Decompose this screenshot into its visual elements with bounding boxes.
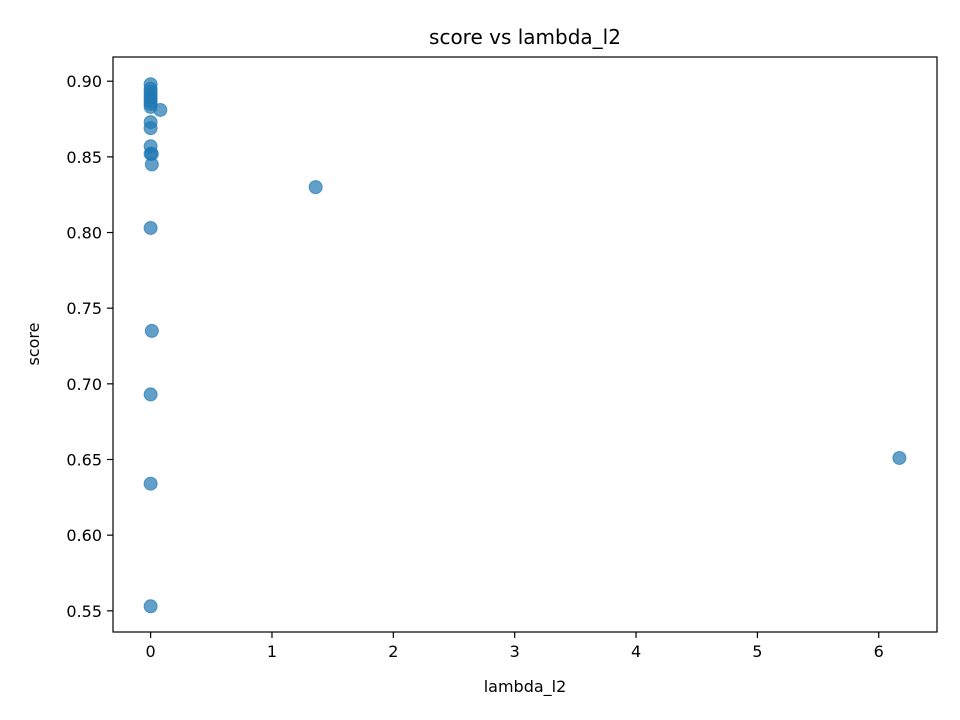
y-tick-label: 0.55	[66, 602, 102, 621]
data-point	[892, 450, 907, 465]
y-tick-label: 0.90	[66, 72, 102, 91]
data-point	[143, 121, 158, 136]
data-point	[153, 102, 168, 117]
plot-area-frame	[112, 56, 938, 633]
y-axis-label: score	[24, 323, 43, 366]
data-point	[143, 599, 158, 614]
data-point	[143, 220, 158, 235]
y-tick-label: 0.70	[66, 375, 102, 394]
x-tick-label: 4	[631, 642, 641, 661]
x-tick-label: 1	[267, 642, 277, 661]
x-tick-label: 2	[388, 642, 398, 661]
x-axis-label: lambda_l2	[484, 677, 567, 697]
x-tick-label: 6	[874, 642, 884, 661]
y-tick-label: 0.60	[66, 526, 102, 545]
data-point	[308, 180, 323, 195]
y-tick-label: 0.85	[66, 148, 102, 167]
x-tick-label: 3	[510, 642, 520, 661]
x-tick-label: 0	[146, 642, 156, 661]
data-point	[143, 476, 158, 491]
data-point	[144, 323, 159, 338]
data-point	[143, 387, 158, 402]
y-tick-label: 0.75	[66, 299, 102, 318]
x-tick-label: 5	[752, 642, 762, 661]
data-point	[144, 157, 159, 172]
axis-ticks: 0 1 2 3 4 5 6 0.55 0.60 0.65 0.70 0.75 0.80 0.85 0.90	[66, 72, 883, 661]
data-points	[143, 77, 907, 614]
chart-title: score vs lambda_l2	[429, 25, 621, 49]
y-tick-label: 0.65	[66, 451, 102, 470]
y-tick-label: 0.80	[66, 224, 102, 243]
